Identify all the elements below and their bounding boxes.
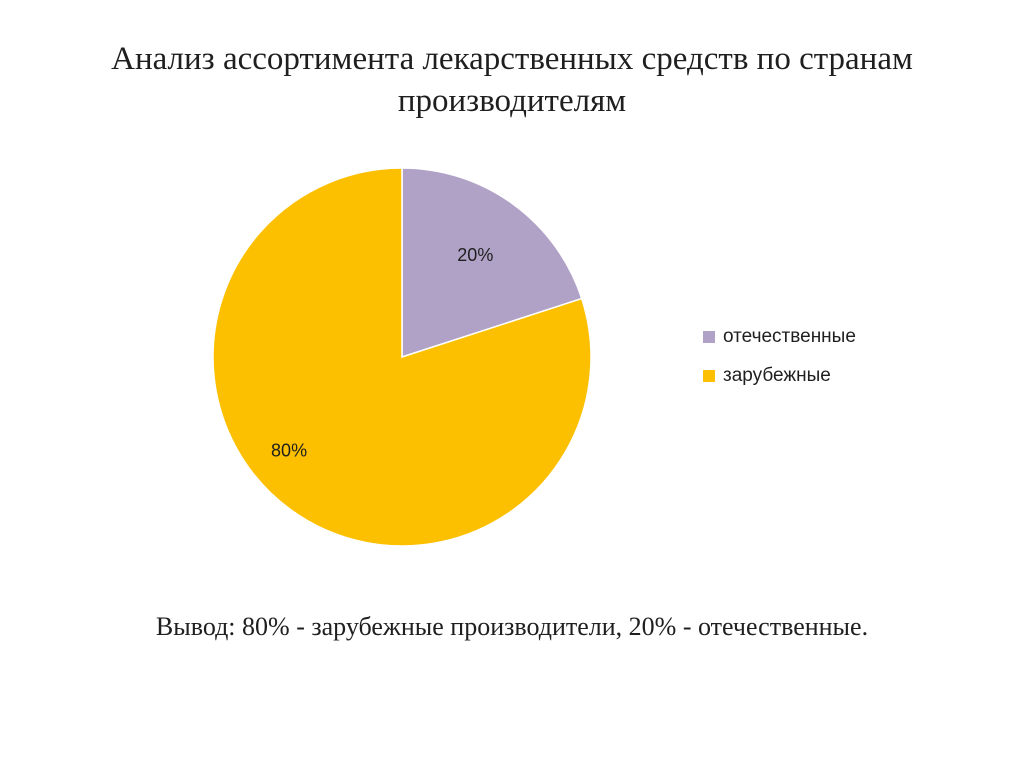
legend-label-domestic: отечественные [723,326,856,347]
legend-label-foreign: зарубежные [723,365,831,386]
pie-slice-domestic [401,167,583,359]
legend-item-domestic: отечественные [703,324,856,350]
data-label-foreign: 80% [271,441,307,461]
pie-data-labels: 20% 80% [271,245,493,461]
chart-legend: отечественные зарубежные [703,324,856,402]
legend-item-foreign: зарубежные [703,363,856,389]
pie-slices [212,167,592,547]
pie-slice-foreign [212,167,592,547]
conclusion-text: Вывод: 80% - зарубежные производители, 2… [155,612,869,641]
legend-swatch-foreign [703,370,715,382]
slide-title: Анализ ассортимента лекарственных средст… [111,41,913,119]
legend-swatch-domestic [703,331,715,343]
data-label-domestic: 20% [457,245,493,265]
